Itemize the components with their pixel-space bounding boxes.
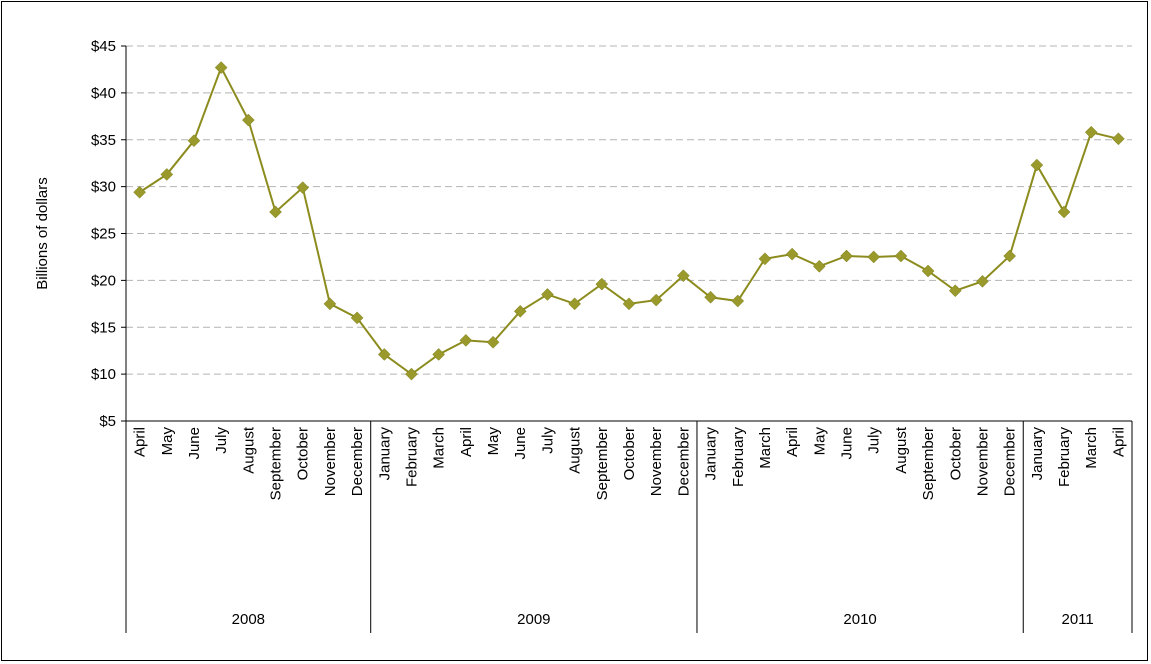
x-tick-label: October xyxy=(621,427,638,480)
data-point xyxy=(568,297,581,311)
x-tick-label: January xyxy=(1029,427,1046,481)
data-point xyxy=(595,277,609,291)
data-point xyxy=(269,205,282,219)
x-tick-label: August xyxy=(893,426,910,474)
x-tick-label: March xyxy=(431,427,448,469)
x-tick-label: March xyxy=(757,427,774,469)
series-line xyxy=(139,65,1119,376)
data-point xyxy=(377,348,391,361)
data-point xyxy=(840,249,853,263)
x-tick-label: November xyxy=(322,427,339,496)
x-tick-label: July xyxy=(539,427,556,454)
x-tick-label: May xyxy=(159,427,176,456)
y-tick-label: $30 xyxy=(91,179,116,196)
x-tick-label: March xyxy=(1083,427,1100,469)
x-tick-label: September xyxy=(920,427,937,500)
y-tick-label: $15 xyxy=(91,319,116,336)
x-tick-label: November xyxy=(648,427,665,496)
data-point xyxy=(785,247,799,261)
data-point xyxy=(323,297,337,311)
x-tick-label: September xyxy=(594,427,611,500)
x-tick-label: February xyxy=(730,427,747,488)
y-tick-label: $10 xyxy=(91,366,116,383)
x-tick-label: January xyxy=(703,427,720,481)
data-point xyxy=(350,311,364,325)
x-tick-label: June xyxy=(186,427,203,460)
data-point xyxy=(214,61,228,74)
data-point xyxy=(486,335,500,349)
x-tick-label: December xyxy=(675,427,692,496)
data-point xyxy=(296,181,310,194)
x-tick-label: February xyxy=(403,427,420,488)
data-point xyxy=(894,249,908,263)
y-axis-label: Billions of dollars xyxy=(34,177,51,290)
data-point xyxy=(405,367,418,381)
x-tick-label: April xyxy=(784,427,801,457)
year-label: 2009 xyxy=(517,611,550,628)
data-point xyxy=(677,269,690,283)
year-label: 2011 xyxy=(1061,611,1093,628)
x-tick-label: August xyxy=(240,426,257,474)
data-point xyxy=(704,290,717,304)
y-tick-label: $40 xyxy=(91,85,116,102)
data-point xyxy=(541,288,554,301)
year-label: 2008 xyxy=(232,611,265,628)
data-point xyxy=(622,297,636,311)
x-tick-label: December xyxy=(1002,427,1019,496)
x-tick-label: November xyxy=(974,427,991,496)
data-point xyxy=(867,250,881,264)
x-tick-label: April xyxy=(458,427,475,457)
x-tick-label: December xyxy=(349,427,366,496)
data-point xyxy=(649,293,663,307)
x-tick-label: July xyxy=(866,427,883,454)
x-tick-label: June xyxy=(839,427,856,460)
x-tick-label: July xyxy=(213,427,230,454)
data-point xyxy=(948,284,962,298)
x-tick-label: April xyxy=(1110,427,1127,457)
data-point xyxy=(812,259,826,273)
data-point xyxy=(1030,158,1044,172)
data-point xyxy=(976,274,989,288)
data-point xyxy=(1057,205,1071,219)
x-tick-label: February xyxy=(1056,427,1073,488)
x-tick-label: April xyxy=(132,427,149,457)
data-point xyxy=(513,304,527,318)
y-tick-label: $20 xyxy=(91,272,116,289)
data-point xyxy=(731,294,745,308)
data-point xyxy=(187,134,201,148)
y-tick-label: $45 xyxy=(91,38,116,55)
data-point xyxy=(432,348,446,361)
data-point xyxy=(921,264,935,278)
data-point xyxy=(1003,249,1017,263)
x-tick-label: October xyxy=(947,427,964,480)
data-point xyxy=(758,252,772,266)
x-tick-label: September xyxy=(268,427,285,500)
x-tick-label: August xyxy=(567,426,584,474)
x-tick-label: January xyxy=(376,427,393,481)
y-tick-label: $35 xyxy=(91,132,116,149)
data-point xyxy=(133,185,146,199)
y-tick-label: $25 xyxy=(91,226,116,243)
data-point xyxy=(1112,132,1125,146)
x-tick-label: May xyxy=(485,427,502,456)
x-tick-label: May xyxy=(811,427,828,456)
data-point xyxy=(1084,125,1098,139)
x-tick-label: June xyxy=(512,427,529,460)
data-point xyxy=(241,113,255,127)
data-point xyxy=(160,168,174,181)
y-tick-label: $5 xyxy=(99,413,116,430)
year-label: 2010 xyxy=(843,611,876,628)
x-tick-label: October xyxy=(295,427,312,480)
data-point xyxy=(459,334,473,347)
